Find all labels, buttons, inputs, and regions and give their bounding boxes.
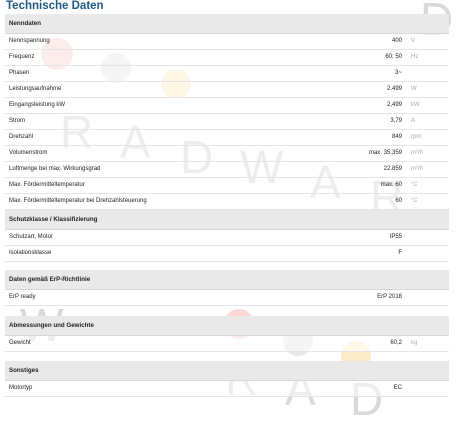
row-label: Phasen: [9, 70, 30, 76]
table-row: Phasen 3~: [5, 66, 449, 82]
row-value: max. 60: [380, 182, 402, 188]
section-heading: Schutzklasse / Klassifizierung: [5, 210, 449, 230]
row-value: EC: [393, 385, 402, 391]
row-unit: kg: [411, 340, 418, 346]
row-value: 2,499: [386, 102, 402, 108]
datasheet-page: R A D W A R D R A D W Technische Daten N…: [5, 0, 453, 425]
table-row: Max. Fördermitteltemperatur max. 60 °C: [5, 178, 449, 194]
row-label: Drehzahl: [9, 134, 34, 140]
section-abmessungen: Abmessungen und Gewichte Gewicht 60,2 kg: [5, 316, 449, 352]
section-heading: Sonstiges: [5, 361, 449, 381]
row-unit: °C: [411, 182, 418, 188]
table-row: Nennspannung 400 V: [5, 34, 449, 50]
table-row: Volumenstrom max. 35.359 m³/h: [5, 146, 449, 162]
section-sonstiges: Sonstiges Motortyp EC: [5, 361, 449, 397]
table-row: Max. Fördermitteltemperatur bei Drehzahl…: [5, 194, 449, 210]
row-unit: m³/h: [411, 150, 423, 156]
row-label: Max. Fördermitteltemperatur bei Drehzahl…: [9, 198, 147, 204]
row-label: Luftmenge bei max. Wirkungsgrad: [9, 166, 101, 172]
table-row: Gewicht 60,2 kg: [5, 336, 449, 352]
table-row: Strom 3,79 A: [5, 114, 449, 130]
table-row: Leistungsaufnahme 2.499 W: [5, 82, 449, 98]
row-unit: W: [411, 86, 417, 92]
row-label: Schutzart, Motor: [9, 234, 54, 240]
row-value: 400: [391, 38, 402, 44]
section-heading: Daten gemäß ErP-Richtlinie: [5, 270, 449, 290]
section-schutzklasse: Schutzklasse / Klassifizierung Schutzart…: [5, 210, 449, 262]
row-value: IP55: [389, 234, 402, 240]
row-value: 22.859: [383, 166, 402, 172]
row-label: Nennspannung: [9, 38, 50, 44]
row-value: 2.499: [386, 86, 402, 92]
row-value: 3~: [395, 70, 402, 76]
section-nenndaten: Nenndaten Nennspannung 400 V Frequenz 60…: [5, 14, 449, 210]
row-label: Isolationsklasse: [9, 250, 52, 256]
table-row: Luftmenge bei max. Wirkungsgrad 22.859 m…: [5, 162, 449, 178]
table-row: Motortyp EC: [5, 381, 449, 397]
row-label: Frequenz: [9, 54, 35, 60]
row-value: 60: [395, 198, 402, 204]
row-value: 3,79: [390, 118, 402, 124]
table-row: Isolationsklasse F: [5, 246, 449, 262]
row-label: Strom: [9, 118, 26, 124]
row-label: Motortyp: [9, 385, 33, 391]
row-label: Gewicht: [9, 340, 31, 346]
row-value: 60; 50: [385, 54, 402, 60]
row-value: 60,2: [390, 340, 402, 346]
row-label: Eingangsleistung kW: [9, 102, 66, 108]
row-value: 849: [391, 134, 402, 140]
row-label: Leistungsaufnahme: [9, 86, 62, 92]
section-heading: Abmessungen und Gewichte: [5, 316, 449, 336]
row-unit: kW: [411, 102, 420, 108]
row-value: max. 35.359: [368, 150, 402, 156]
table-row: Frequenz 60; 50 Hz: [5, 50, 449, 66]
page-title: Technische Daten: [6, 0, 104, 12]
section-erp: Daten gemäß ErP-Richtlinie ErP ready ErP…: [5, 270, 449, 306]
row-label: Max. Fördermitteltemperatur: [9, 182, 85, 188]
row-unit: m³/h: [411, 166, 423, 172]
table-row: Schutzart, Motor IP55: [5, 230, 449, 246]
row-label: ErP ready: [9, 294, 36, 300]
row-unit: V: [411, 38, 416, 44]
row-value: F: [398, 250, 402, 256]
row-unit: A: [411, 118, 416, 124]
section-heading: Nenndaten: [5, 14, 449, 34]
row-unit: °C: [411, 198, 418, 204]
row-unit: Hz: [411, 54, 419, 60]
row-unit: rpm: [411, 134, 422, 140]
row-value: ErP 2018: [377, 294, 402, 300]
table-row: ErP ready ErP 2018: [5, 290, 449, 306]
table-row: Eingangsleistung kW 2,499 kW: [5, 98, 449, 114]
row-label: Volumenstrom: [9, 150, 48, 156]
table-row: Drehzahl 849 rpm: [5, 130, 449, 146]
